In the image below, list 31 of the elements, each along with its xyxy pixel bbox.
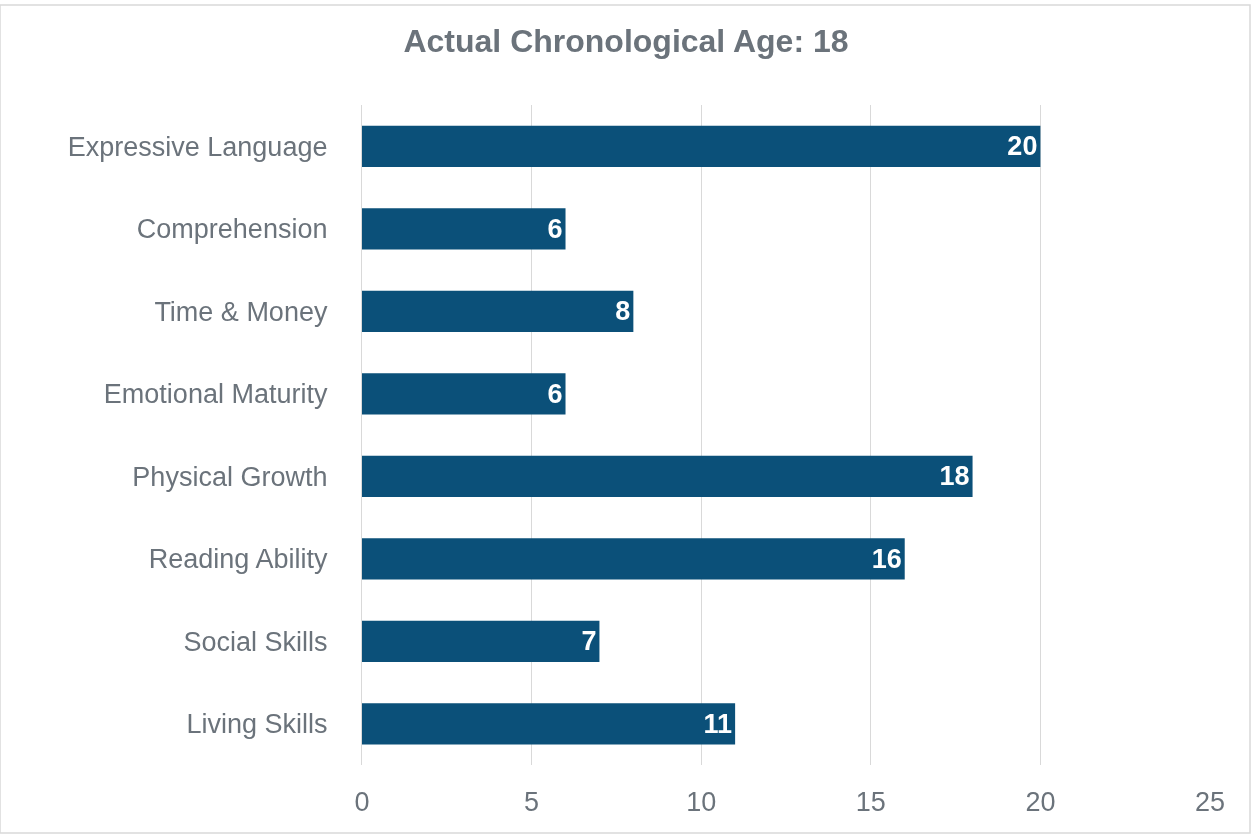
data-label: 6	[547, 378, 563, 409]
bar	[362, 620, 600, 662]
bar	[362, 208, 566, 250]
data-label: 8	[615, 296, 631, 327]
bar	[362, 455, 973, 497]
data-label: 20	[1007, 131, 1038, 162]
x-tick-label: 25	[1194, 787, 1226, 817]
y-tick-label: Emotional Maturity	[103, 379, 328, 410]
y-tick-label: Comprehension	[136, 214, 328, 245]
data-label: 7	[581, 626, 597, 657]
y-tick-label: Expressive Language	[67, 131, 328, 162]
data-label: 6	[547, 213, 563, 244]
y-tick-label: Living Skills	[186, 709, 328, 740]
y-tick-label: Social Skills	[183, 626, 328, 657]
bar	[362, 125, 1041, 167]
x-tick-label: 20	[1025, 787, 1056, 817]
data-label: 16	[871, 543, 902, 574]
y-tick-label: Physical Growth	[132, 461, 328, 492]
bar	[362, 290, 634, 332]
x-tick-label: 0	[354, 787, 370, 817]
bar	[362, 373, 566, 415]
bar	[362, 538, 905, 580]
data-label: 18	[939, 461, 970, 492]
x-tick-label: 10	[686, 787, 717, 817]
chart-title: Actual Chronological Age: 18	[403, 22, 849, 59]
x-tick-label: 5	[524, 787, 540, 817]
x-tick-label: 15	[855, 787, 886, 817]
bar	[362, 703, 736, 745]
y-tick-label: Time & Money	[154, 296, 328, 327]
data-label: 11	[703, 708, 733, 739]
y-tick-label: Reading Ability	[148, 544, 328, 575]
